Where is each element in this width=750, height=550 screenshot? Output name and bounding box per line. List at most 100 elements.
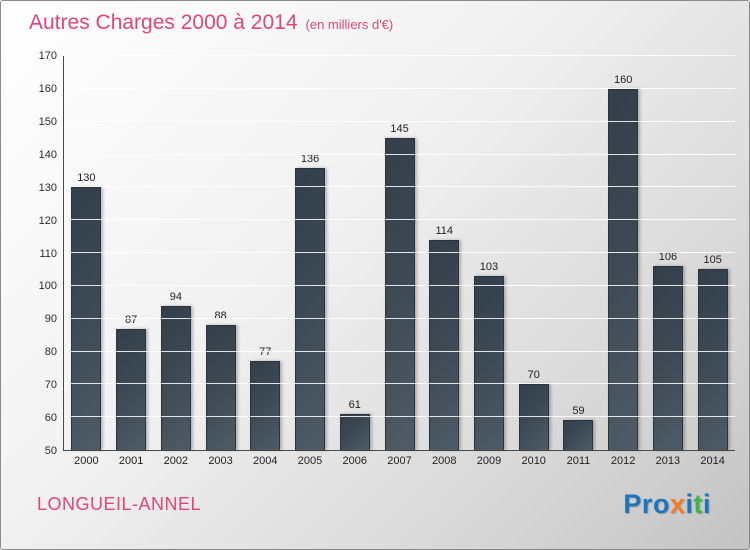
y-tick-label: 90 xyxy=(44,313,57,326)
bar xyxy=(518,384,549,450)
bar xyxy=(116,328,147,450)
bar xyxy=(339,413,370,450)
gridline xyxy=(64,284,735,286)
plot-area: 130 2000 87 2001 94 2002 88 2003 77 2004 136 2005 61… xyxy=(63,55,735,467)
y-tick-label: 120 xyxy=(38,214,57,227)
bar-group: 145 2007 xyxy=(377,56,422,467)
chart-header: Autres Charges 2000 à 2014 (en milliers d… xyxy=(29,11,393,35)
chart-subtitle: (en milliers d'€) xyxy=(305,17,394,32)
y-tick-label: 150 xyxy=(38,115,57,128)
logo-letter: o xyxy=(652,489,670,519)
bars-row: 130 2000 87 2001 94 2002 88 2003 77 2004 136 2005 61… xyxy=(64,56,735,467)
y-tick-label: 160 xyxy=(38,82,57,95)
bar xyxy=(697,269,728,450)
bar-group: 70 2010 xyxy=(511,56,556,467)
bar-group: 103 2009 xyxy=(467,56,512,467)
x-tick-label: 2014 xyxy=(700,455,725,467)
gridline xyxy=(64,350,735,352)
x-tick-label: 2011 xyxy=(566,455,591,467)
bar-group: 77 2004 xyxy=(243,56,288,467)
proxiti-logo: Proxiti xyxy=(623,489,711,520)
gridline xyxy=(64,317,735,319)
x-tick-label: 2002 xyxy=(163,455,189,467)
bar-value-label: 105 xyxy=(703,254,722,267)
bar-group: 105 2014 xyxy=(690,56,735,467)
bar-value-label: 61 xyxy=(348,398,361,411)
bar-value-label: 136 xyxy=(300,152,320,165)
bar-value-label: 103 xyxy=(479,260,499,273)
x-tick-label: 2012 xyxy=(610,455,636,467)
gridline xyxy=(64,120,735,122)
bar-group: 106 2013 xyxy=(646,56,691,467)
gridline xyxy=(64,383,735,385)
chart-title: Autres Charges 2000 à 2014 xyxy=(29,11,298,34)
x-tick-label: 2008 xyxy=(431,455,457,467)
y-tick-label: 80 xyxy=(44,346,57,359)
bar-value-label: 59 xyxy=(572,405,585,418)
bar xyxy=(473,275,504,450)
y-tick-label: 110 xyxy=(39,247,57,260)
bar xyxy=(71,187,102,450)
bar-value-label: 130 xyxy=(77,172,96,185)
logo-letter: r xyxy=(641,489,653,519)
bar-group: 136 2005 xyxy=(288,56,333,467)
bar xyxy=(429,239,460,450)
bar-group: 61 2006 xyxy=(332,56,377,467)
y-tick-label: 100 xyxy=(38,280,57,293)
x-tick-label: 2005 xyxy=(297,455,323,467)
y-axis: 50 60 70 80 90 100 110 120 130 140 150 160 170 xyxy=(23,50,57,457)
bar-group: 94 2002 xyxy=(153,56,198,467)
gridline xyxy=(64,219,735,221)
logo-letter: t xyxy=(693,489,703,519)
bar xyxy=(250,361,281,450)
y-tick-label: 60 xyxy=(44,412,57,425)
gridline xyxy=(64,55,735,56)
bar-value-label: 160 xyxy=(614,73,633,86)
bar-value-label: 87 xyxy=(124,313,138,326)
x-tick-label: 2009 xyxy=(476,455,502,467)
bar xyxy=(295,167,326,450)
bar-group: 88 2003 xyxy=(198,56,243,467)
bar-group: 130 2000 xyxy=(64,56,109,467)
gridline xyxy=(64,87,735,89)
bar-group: 160 2012 xyxy=(601,56,646,467)
bar-group: 87 2001 xyxy=(109,56,154,467)
gridline xyxy=(64,416,735,418)
footer-city-label: LONGUEIL-ANNEL xyxy=(37,494,202,514)
x-tick-label: 2007 xyxy=(387,455,412,467)
bar xyxy=(160,305,191,450)
bar xyxy=(384,138,415,450)
bar-value-label: 77 xyxy=(259,346,272,359)
gridline xyxy=(64,252,735,253)
y-tick-label: 170 xyxy=(38,50,57,62)
y-tick-label: 130 xyxy=(38,181,57,194)
bar-value-label: 106 xyxy=(658,251,678,264)
x-tick-label: 2006 xyxy=(342,455,367,467)
logo-letter: i xyxy=(702,489,711,519)
bar-value-label: 114 xyxy=(435,224,454,237)
bar-value-label: 94 xyxy=(169,290,182,303)
bar-value-label: 88 xyxy=(214,310,227,323)
x-tick-label: 2003 xyxy=(208,455,233,467)
x-tick-label: 2004 xyxy=(253,455,278,467)
logo-letter: P xyxy=(623,489,642,519)
bar-value-label: 70 xyxy=(527,369,540,382)
bar xyxy=(608,88,639,450)
x-tick-label: 2001 xyxy=(118,455,144,467)
bar xyxy=(563,420,594,450)
bar-group: 59 2011 xyxy=(556,56,601,467)
y-tick-label: 70 xyxy=(44,379,57,392)
logo-letter: x xyxy=(669,489,686,519)
bar-group: 114 2008 xyxy=(422,56,467,467)
x-tick-label: 2010 xyxy=(521,455,546,467)
logo-letter: i xyxy=(685,489,694,519)
bar xyxy=(205,325,236,450)
bar xyxy=(652,266,683,450)
plot-wrap: 50 60 70 80 90 100 110 120 130 140 150 160 170 130 20… xyxy=(39,50,735,467)
y-tick-label: 140 xyxy=(38,148,57,161)
x-tick-label: 2000 xyxy=(74,455,99,467)
gridline xyxy=(64,186,735,188)
bar-value-label: 145 xyxy=(390,123,409,136)
gridline xyxy=(64,153,735,155)
